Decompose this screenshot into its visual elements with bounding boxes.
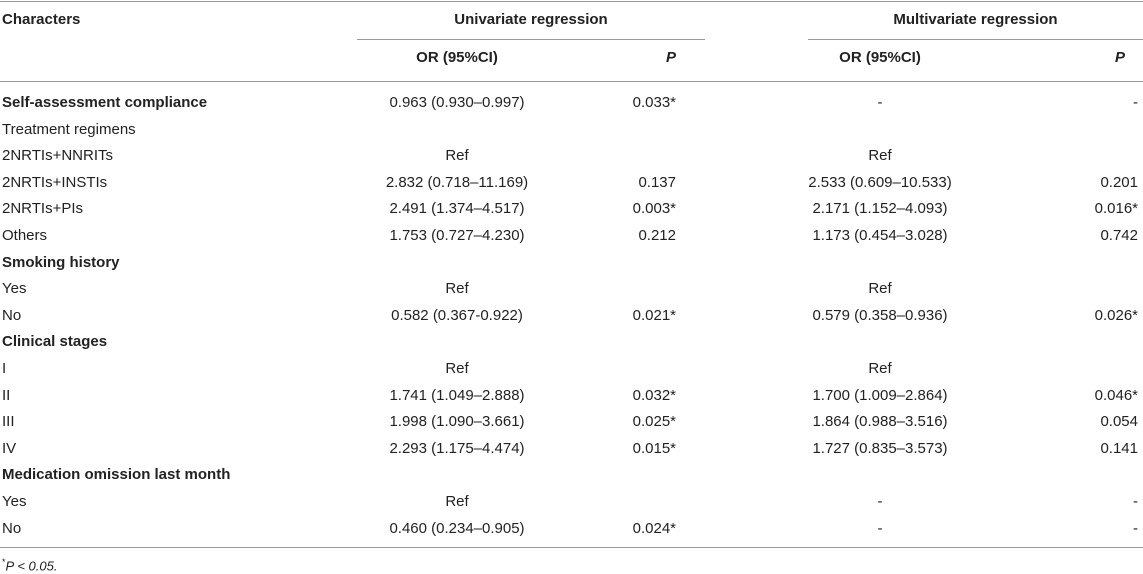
footnote-text: P < 0.05. [5, 558, 58, 574]
multi-or-cell: - [877, 493, 883, 510]
multi-or-cell: 1.700 (1.009–2.864) [812, 387, 948, 404]
row-label: 2NRTIs+NNRITs [2, 147, 113, 164]
row-label: II [2, 387, 11, 404]
row-label: Yes [2, 493, 27, 510]
multi-or-cell: 1.727 (0.835–3.573) [812, 440, 948, 457]
header-uni-or: OR (95%CI) [416, 49, 498, 66]
multi-p-cell: - [1133, 520, 1138, 537]
multi-or-cell: Ref [868, 147, 892, 164]
row-label: Medication omission last month [2, 466, 231, 483]
row-label: Smoking history [2, 254, 120, 271]
univariate-rule [357, 39, 705, 40]
header-rule [0, 81, 1143, 82]
multi-or-cell: 1.173 (0.454–3.028) [812, 227, 948, 244]
multi-or-cell: Ref [868, 280, 892, 297]
multi-p-cell: 0.026* [1094, 307, 1138, 324]
row-label: Treatment regimens [2, 121, 136, 138]
footnote-mark: * [2, 557, 6, 567]
uni-p-cell: 0.032* [632, 387, 676, 404]
footnote: *P < 0.05. [2, 554, 57, 574]
multi-or-cell: 1.864 (0.988–3.516) [812, 413, 948, 430]
uni-or-cell: Ref [445, 493, 469, 510]
row-label: I [2, 360, 7, 377]
multi-p-cell: 0.742 [1100, 227, 1138, 244]
top-rule [0, 1, 1143, 2]
uni-p-cell: 0.033* [632, 94, 676, 111]
uni-or-cell: Ref [445, 360, 469, 377]
row-label: 2NRTIs+INSTIs [2, 174, 108, 191]
row-label: No [2, 520, 22, 537]
row-label: Yes [2, 280, 27, 297]
uni-or-cell: 1.741 (1.049–2.888) [389, 387, 525, 404]
multi-p-cell: 0.046* [1094, 387, 1138, 404]
uni-or-cell: 1.998 (1.090–3.661) [389, 413, 525, 430]
header-multi-p: P [1114, 49, 1125, 66]
bottom-rule [0, 547, 1143, 548]
row-label: 2NRTIs+PIs [2, 200, 83, 217]
uni-or-cell: 0.963 (0.930–0.997) [389, 94, 525, 111]
uni-or-cell: Ref [445, 147, 469, 164]
row-label: Self-assessment compliance [2, 94, 208, 111]
header-multivariate: Multivariate regression [893, 11, 1058, 28]
uni-or-cell: Ref [445, 280, 469, 297]
uni-or-cell: 0.582 (0.367-0.922) [391, 307, 523, 324]
multi-or-cell: 0.579 (0.358–0.936) [812, 307, 948, 324]
header-uni-p: P [665, 49, 676, 66]
multi-p-cell: - [1133, 94, 1138, 111]
uni-p-cell: 0.137 [638, 174, 676, 191]
multi-p-cell: 0.016* [1094, 200, 1138, 217]
row-label: Clinical stages [2, 333, 108, 350]
uni-or-cell: 2.293 (1.175–4.474) [389, 440, 525, 457]
uni-or-cell: 0.460 (0.234–0.905) [389, 520, 525, 537]
multi-p-cell: 0.054 [1100, 413, 1138, 430]
uni-or-cell: 2.491 (1.374–4.517) [389, 200, 525, 217]
multi-or-cell: - [877, 520, 883, 537]
multi-or-cell: - [877, 94, 883, 111]
uni-p-cell: 0.212 [638, 227, 676, 244]
multi-or-cell: 2.171 (1.152–4.093) [812, 200, 948, 217]
uni-p-cell: 0.024* [632, 520, 676, 537]
header-characters: Characters [2, 11, 81, 28]
row-label: III [2, 413, 15, 430]
row-label: No [2, 307, 22, 324]
header-multi-or: OR (95%CI) [839, 49, 921, 66]
header-univariate: Univariate regression [454, 11, 608, 28]
uni-p-cell: 0.003* [632, 200, 676, 217]
multi-p-cell: 0.141 [1100, 440, 1138, 457]
uni-p-cell: 0.015* [632, 440, 676, 457]
multi-p-cell: - [1133, 493, 1138, 510]
uni-or-cell: 1.753 (0.727–4.230) [389, 227, 525, 244]
uni-p-cell: 0.025* [632, 413, 676, 430]
row-label: IV [2, 440, 17, 457]
uni-or-cell: 2.832 (0.718–11.169) [385, 174, 529, 191]
row-label: Others [2, 227, 48, 244]
multivariate-rule [808, 39, 1143, 40]
multi-or-cell: 2.533 (0.609–10.533) [808, 174, 952, 191]
multi-or-cell: Ref [868, 360, 892, 377]
multi-p-cell: 0.201 [1100, 174, 1138, 191]
uni-p-cell: 0.021* [632, 307, 676, 324]
